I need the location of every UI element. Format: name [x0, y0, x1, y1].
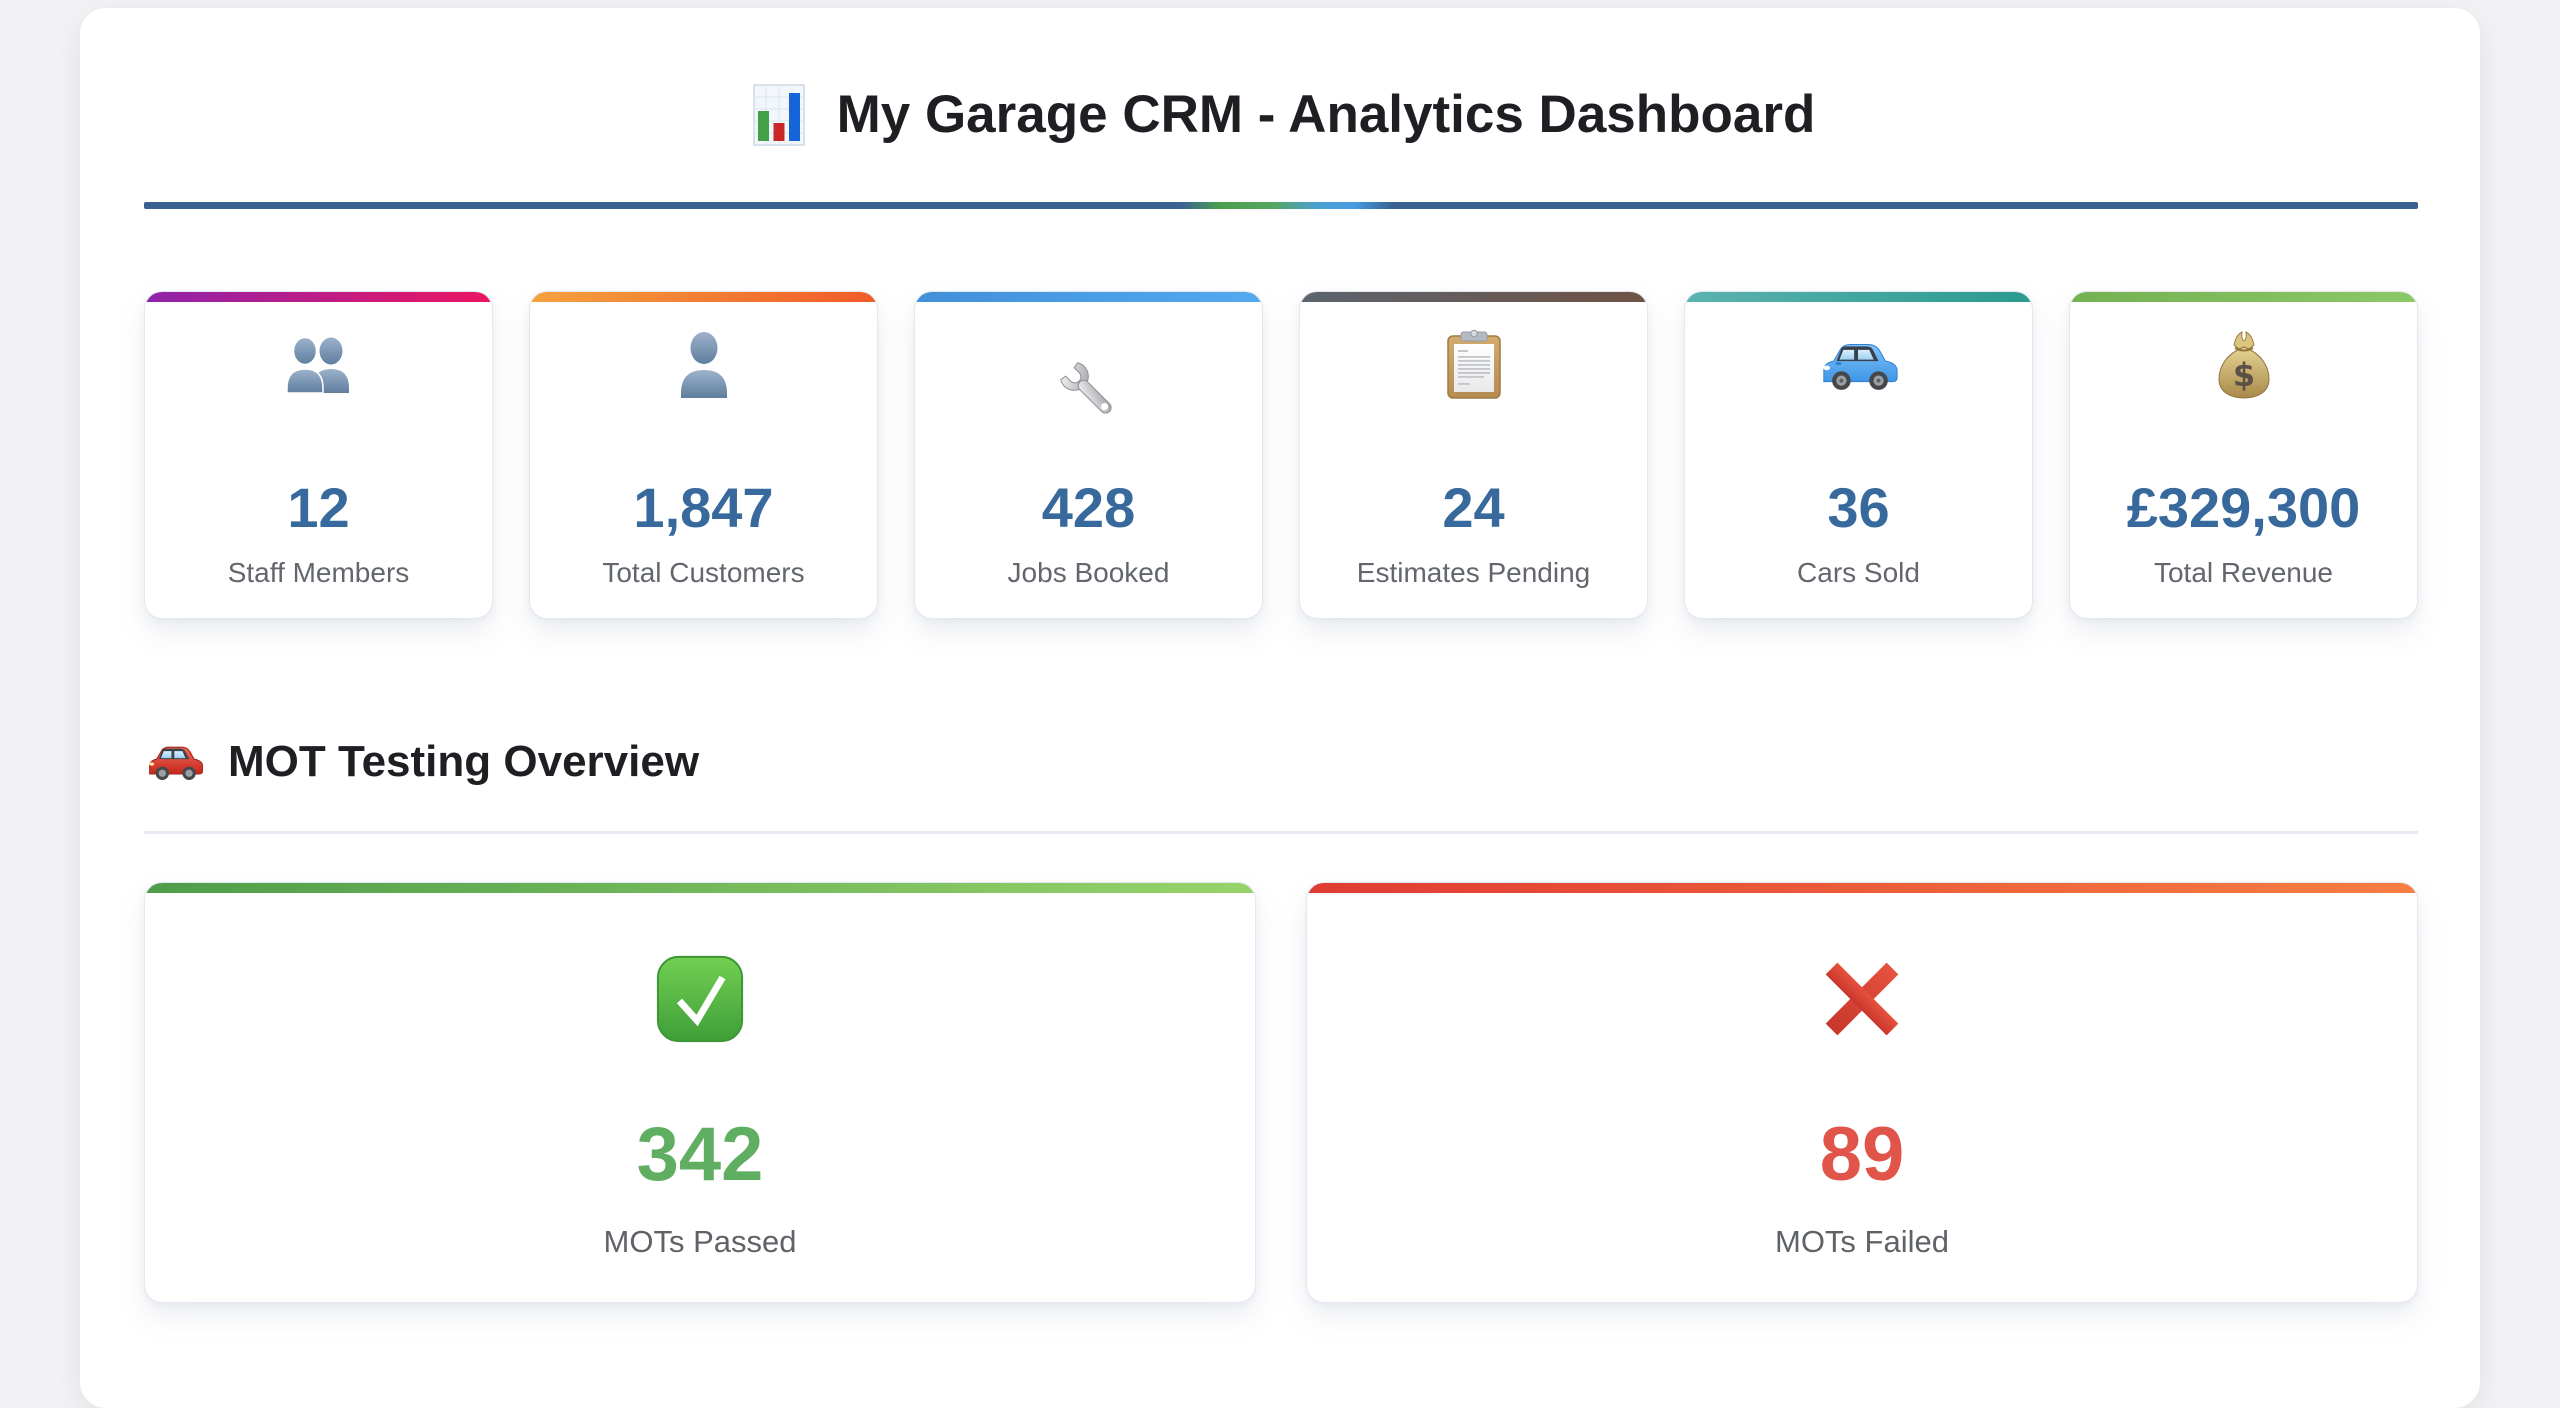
card-accent-bar	[2070, 292, 2417, 302]
stat-card-jobs-booked: 428 Jobs Booked	[914, 291, 1263, 619]
page-title: My Garage CRM - Analytics Dashboard	[836, 85, 1816, 144]
dashboard-header: My Garage CRM - Analytics Dashboard	[144, 82, 2418, 148]
stat-label: Staff Members	[227, 557, 410, 588]
blue-car-icon	[1816, 328, 1902, 402]
stats-row: 12 Staff Members 1,847 Total Customers	[144, 291, 2418, 619]
card-accent-bar	[915, 292, 1262, 302]
stat-label: Total Customers	[602, 557, 805, 588]
mot-passed-card: 342 MOTs Passed	[144, 882, 1256, 1303]
stat-value: 24	[1442, 476, 1505, 539]
card-accent-bar	[145, 292, 492, 302]
card-accent-bar	[1300, 292, 1647, 302]
stat-label: Total Revenue	[2153, 557, 2333, 588]
mot-passed-label: MOTs Passed	[603, 1224, 797, 1259]
money-bag-icon: $	[2210, 328, 2278, 402]
wrench-icon	[915, 354, 1262, 428]
svg-text:$: $	[2232, 356, 2254, 394]
mot-section-title: MOT Testing Overview	[228, 737, 700, 786]
stat-value: 12	[287, 476, 350, 539]
card-accent-bar	[530, 292, 877, 302]
bar-chart-icon	[747, 83, 811, 147]
card-accent-bar	[1685, 292, 2032, 302]
clipboard-icon	[1439, 328, 1509, 402]
dashboard-panel: My Garage CRM - Analytics Dashboard 12 S…	[80, 8, 2480, 1408]
title-divider	[144, 202, 2418, 209]
stat-label: Estimates Pending	[1356, 557, 1591, 588]
card-accent-bar	[1307, 883, 2417, 893]
two-people-icon	[280, 328, 358, 402]
stat-value: 1,847	[633, 476, 774, 539]
mot-failed-value: 89	[1819, 1112, 1905, 1197]
stat-label: Cars Sold	[1797, 557, 1920, 588]
mot-failed-card: 89 MOTs Failed	[1306, 882, 2418, 1303]
person-icon	[667, 328, 741, 402]
stat-value: £329,300	[2126, 476, 2361, 539]
mot-failed-label: MOTs Failed	[1775, 1224, 1949, 1259]
check-mark-icon	[653, 951, 747, 1047]
stat-label: Jobs Booked	[1007, 557, 1170, 588]
stat-card-total-revenue: $ £329,300 Total Revenue	[2069, 291, 2418, 619]
stat-card-estimates-pending: 24 Estimates Pending	[1299, 291, 1648, 619]
mot-section-heading: MOT Testing Overview	[144, 735, 2418, 789]
card-accent-bar	[145, 883, 1255, 893]
cross-mark-icon	[1815, 951, 1909, 1047]
mot-section-divider	[144, 831, 2418, 834]
stat-card-staff-members: 12 Staff Members	[144, 291, 493, 619]
mot-passed-value: 342	[636, 1112, 764, 1197]
stat-value: 428	[1041, 476, 1136, 539]
stat-card-total-customers: 1,847 Total Customers	[529, 291, 878, 619]
stat-card-cars-sold: 36 Cars Sold	[1684, 291, 2033, 619]
red-car-icon	[144, 741, 206, 783]
mot-row: 342 MOTs Passed 89 MOTs Failed	[144, 882, 2418, 1303]
stat-value: 36	[1827, 476, 1890, 539]
